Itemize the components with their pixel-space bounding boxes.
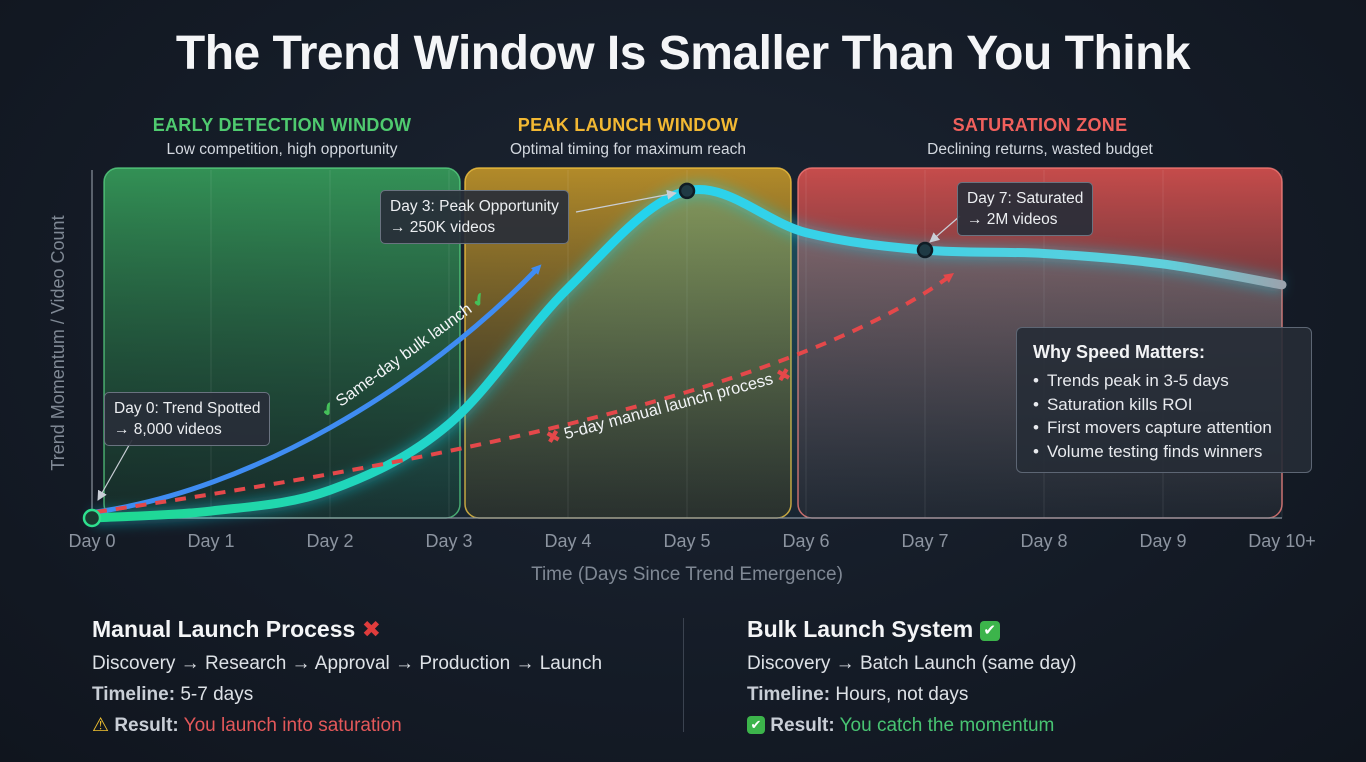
- manual-process-timeline: Timeline: 5-7 days: [92, 685, 602, 705]
- why-speed-matters-box: Why Speed Matters: Trends peak in 3-5 da…: [1016, 327, 1312, 473]
- manual-process-result: ⚠ Result: You launch into saturation: [92, 716, 602, 736]
- result-label: Result:: [770, 715, 835, 736]
- x-tick-label: Day 1: [187, 531, 234, 551]
- check-icon: ✔: [747, 716, 765, 734]
- page-title: The Trend Window Is Smaller Than You Thi…: [175, 27, 1191, 80]
- y-axis-label: Trend Momentum / Video Count: [48, 215, 68, 470]
- data-point-marker: [678, 182, 696, 200]
- bulk-system-heading: Bulk Launch System ✔: [747, 616, 1076, 643]
- bulk-system-flow: Discovery → Batch Launch (same day): [747, 653, 1077, 674]
- callout-day3: Day 3: Peak Opportunity → 250K videos: [380, 190, 569, 244]
- callout-day7-line1: Day 7: Saturated: [967, 190, 1084, 207]
- timeline-value: 5-7 days: [180, 684, 254, 705]
- warning-icon: ⚠: [92, 715, 110, 736]
- manual-process-flow: Discovery → Research → Approval → Produc…: [92, 653, 603, 674]
- manual-launch-arrow: [95, 273, 955, 514]
- zone-peak-subtitle: Optimal timing for maximum reach: [509, 141, 746, 158]
- x-tick-label: Day 2: [306, 531, 353, 551]
- bulk-system-timeline: Timeline: Hours, not days: [747, 685, 1076, 705]
- zone-saturation-header: SATURATION ZONE Declining returns, waste…: [850, 115, 1230, 159]
- bulk-launch-arrow: [95, 264, 542, 515]
- series-area: [92, 189, 1282, 519]
- bulk-system-section: Bulk Launch System ✔ Discovery → Batch L…: [747, 616, 1076, 736]
- callout-day3-line1: Day 3: Peak Opportunity: [390, 198, 559, 215]
- zone-early-title: EARLY DETECTION WINDOW: [152, 115, 412, 135]
- x-tick-label: Day 3: [425, 531, 472, 551]
- x-mark-icon: ✖: [361, 616, 381, 642]
- why-item: Volume testing finds winners: [1033, 440, 1295, 464]
- result-value: You catch the momentum: [839, 715, 1055, 736]
- check-icon: ✔: [979, 621, 1000, 641]
- why-title: Why Speed Matters:: [1033, 342, 1206, 362]
- why-item: Saturation kills ROI: [1033, 393, 1295, 417]
- section-divider: [683, 618, 684, 732]
- bulk-system-result: ✔ Result: You catch the momentum: [747, 716, 1076, 736]
- x-tick-label: Day 0: [68, 531, 115, 551]
- x-tick-label: Day 9: [1139, 531, 1186, 551]
- manual-process-title: Manual Launch Process: [92, 616, 356, 642]
- x-tick-label: Day 7: [901, 531, 948, 551]
- callout-day0-line1: Day 0: Trend Spotted: [114, 400, 261, 417]
- result-value: You launch into saturation: [183, 715, 402, 736]
- bulk-system-title: Bulk Launch System: [747, 616, 974, 642]
- callout-day0: Day 0: Trend Spotted → 8,000 videos: [104, 392, 271, 446]
- zone-peak-title: PEAK LAUNCH WINDOW: [517, 115, 739, 135]
- manual-process-section: Manual Launch Process ✖ Discovery → Rese…: [92, 616, 602, 736]
- x-tick-label: Day 4: [544, 531, 591, 551]
- callout-day7-connector: [929, 215, 961, 243]
- why-item: First movers capture attention: [1033, 416, 1295, 440]
- result-label: Result:: [114, 715, 179, 736]
- why-list: Trends peak in 3-5 days Saturation kills…: [1033, 369, 1295, 463]
- zone-saturation-subtitle: Declining returns, wasted budget: [927, 141, 1153, 158]
- timeline-label: Timeline:: [747, 684, 831, 705]
- zone-saturation-title: SATURATION ZONE: [952, 115, 1128, 135]
- callout-day0-connector: [97, 439, 133, 501]
- x-tick-label: Day 5: [663, 531, 710, 551]
- timeline-value: Hours, not days: [835, 684, 969, 705]
- data-point-marker: [916, 241, 934, 259]
- data-point-marker: [82, 508, 102, 528]
- callout-day3-line2: → 250K videos: [390, 219, 496, 236]
- callout-day7-line2: → 2M videos: [967, 211, 1058, 228]
- timeline-label: Timeline:: [92, 684, 176, 705]
- x-axis-label: Time (Days Since Trend Emergence): [531, 564, 843, 585]
- zone-peak-header: PEAK LAUNCH WINDOW Optimal timing for ma…: [438, 115, 818, 159]
- zone-early-header: EARLY DETECTION WINDOW Low competition, …: [92, 115, 472, 159]
- x-tick-label: Day 10+: [1248, 531, 1316, 551]
- trend-chart: Trend Momentum / Video Count Time (Days …: [48, 167, 1316, 585]
- why-item: Trends peak in 3-5 days: [1033, 369, 1295, 393]
- x-tick-label: Day 6: [782, 531, 829, 551]
- callout-day3-connector: [575, 189, 677, 213]
- manual-process-heading: Manual Launch Process ✖: [92, 616, 602, 643]
- x-tick-label: Day 8: [1020, 531, 1067, 551]
- callout-day7: Day 7: Saturated → 2M videos: [957, 182, 1094, 236]
- callout-day0-line2: → 8,000 videos: [114, 421, 222, 438]
- zone-early-subtitle: Low competition, high opportunity: [166, 141, 398, 158]
